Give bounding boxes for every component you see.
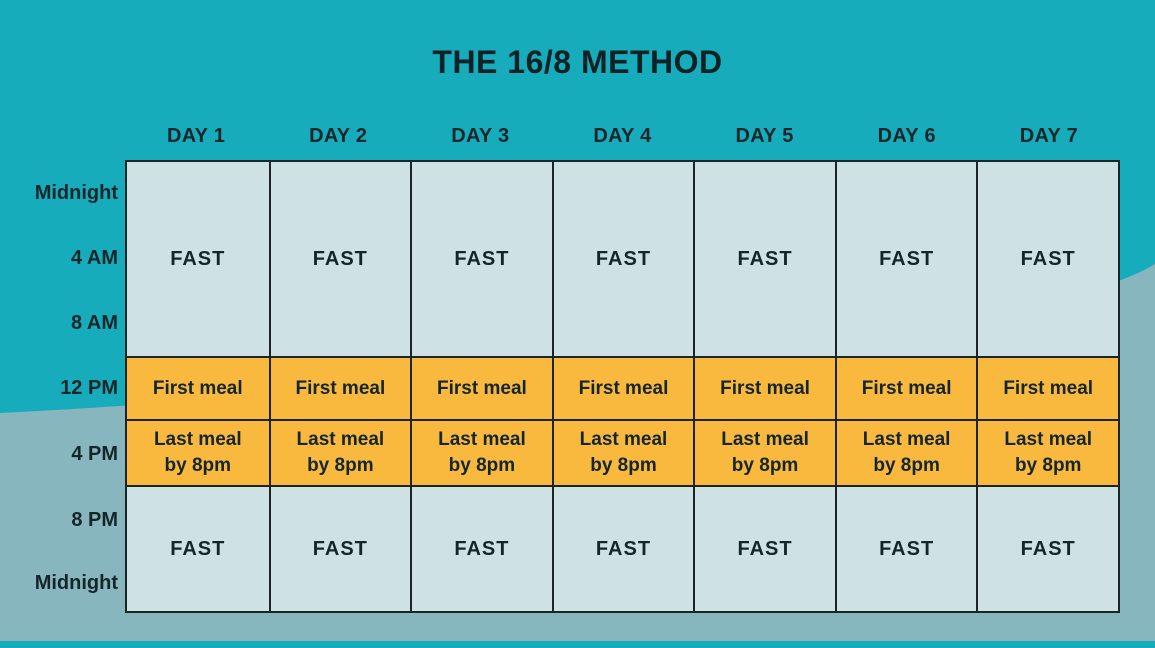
time-label: 4 PM [71, 442, 118, 465]
time-label: 8 AM [70, 312, 118, 334]
cell-first-meal: First meal [412, 356, 552, 419]
day-header: DAY 7 [1019, 124, 1079, 147]
day-column: FAST First meal Last meal by 8pm FAST [410, 162, 552, 611]
day-column: FAST First meal Last meal by 8pm FAST [834, 162, 977, 611]
cell-last-meal: Last meal by 8pm [695, 419, 835, 485]
bottom-accent-bar [0, 641, 1155, 648]
cell-last-meal: Last meal by 8pm [412, 419, 552, 485]
cell-fast-morning: FAST [412, 162, 552, 356]
cell-last-meal: Last meal by 8pm [553, 419, 694, 485]
schedule-table: FAST First meal Last meal by 8pm FAST FAST Fi… [125, 160, 1120, 613]
day-column: FAST First meal Last meal by 8pm FAST [976, 162, 1118, 611]
time-label: Midnight [34, 571, 118, 594]
cell-fast-morning: FAST [978, 162, 1118, 356]
day-header: DAY 5 [735, 124, 794, 147]
cell-fast-evening: FAST [553, 485, 694, 611]
time-label: 12 PM [60, 377, 118, 399]
cell-first-meal: First meal [836, 356, 977, 419]
cell-last-meal: Last meal by 8pm [127, 419, 269, 485]
cell-first-meal: First meal [978, 356, 1118, 419]
time-label: 4 AM [70, 246, 118, 269]
cell-fast-evening: FAST [695, 485, 835, 611]
cell-fast-evening: FAST [978, 485, 1118, 611]
day-column: FAST First meal Last meal by 8pm FAST [127, 162, 269, 611]
cell-fast-evening: FAST [412, 485, 552, 611]
cell-fast-evening: FAST [836, 485, 977, 611]
cell-fast-morning: FAST [553, 162, 694, 356]
day-column: FAST First meal Last meal by 8pm FAST [551, 162, 694, 611]
day-header: DAY 3 [451, 124, 510, 147]
day-column: FAST First meal Last meal by 8pm FAST [693, 162, 835, 611]
cell-fast-morning: FAST [836, 162, 977, 356]
cell-fast-morning: FAST [270, 162, 411, 356]
cell-last-meal: Last meal by 8pm [270, 419, 411, 485]
cell-first-meal: First meal [270, 356, 411, 419]
day-header: DAY 2 [309, 124, 368, 147]
cell-last-meal: Last meal by 8pm [978, 419, 1118, 485]
cell-fast-morning: FAST [695, 162, 835, 356]
day-column: FAST First meal Last meal by 8pm FAST [268, 162, 411, 611]
time-label: Midnight [34, 181, 118, 204]
day-header-row: DAY 1 DAY 2 DAY 3 DAY 4 DAY 5 DAY 6 DAY 7 [125, 121, 1120, 151]
cell-first-meal: First meal [553, 356, 694, 419]
cell-fast-evening: FAST [127, 485, 269, 611]
cell-first-meal: First meal [127, 356, 269, 419]
cell-first-meal: First meal [695, 356, 835, 419]
day-header: DAY 1 [166, 124, 226, 147]
day-header: DAY 4 [593, 124, 652, 147]
page-title: THE 16/8 METHOD [432, 44, 723, 80]
cell-fast-evening: FAST [270, 485, 411, 611]
day-header: DAY 6 [877, 124, 936, 147]
cell-last-meal: Last meal by 8pm [836, 419, 977, 485]
time-label: 8 PM [71, 508, 118, 531]
cell-fast-morning: FAST [127, 162, 269, 356]
